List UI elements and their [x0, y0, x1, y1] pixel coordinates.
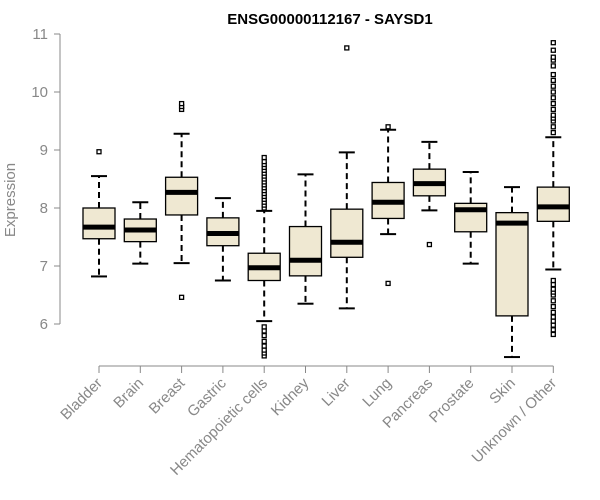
- outlier-point: [550, 322, 556, 328]
- x-tick-label: Prostate: [426, 375, 478, 427]
- outlier-point: [550, 281, 556, 288]
- box-breast: [164, 100, 199, 300]
- outlier-point: [550, 286, 556, 292]
- iqr-box: [495, 211, 529, 317]
- box-kidney: [288, 173, 323, 305]
- box-prostate: [454, 171, 488, 265]
- y-tick-label: 9: [40, 142, 48, 159]
- box-hematopoietic-cells: [247, 154, 281, 359]
- outlier-point: [550, 314, 556, 320]
- iqr-box: [164, 176, 199, 216]
- box-unknown-other: [536, 40, 570, 338]
- outlier-point: [550, 277, 556, 284]
- outlier-point: [261, 154, 267, 161]
- outlier-point: [426, 241, 433, 248]
- outlier-point: [550, 318, 556, 324]
- outlier-point: [550, 63, 556, 69]
- outlier-point: [178, 294, 185, 300]
- iqr-box: [536, 186, 570, 222]
- outlier-point: [261, 347, 267, 353]
- box-skin: [495, 186, 529, 359]
- y-tick-label: 8: [40, 200, 48, 217]
- y-tick-label: 10: [31, 84, 48, 101]
- outlier-point: [550, 129, 556, 136]
- y-tick-label: 7: [40, 258, 48, 275]
- outlier-point: [344, 45, 350, 51]
- x-tick-label: Brain: [110, 375, 147, 412]
- box-liver: [330, 45, 364, 310]
- x-tick-label: Skin: [486, 375, 519, 408]
- outlier-point: [178, 100, 185, 107]
- outlier-point: [261, 328, 267, 334]
- outlier-point: [550, 124, 556, 130]
- y-axis: 6 7 8 9 10 11: [31, 26, 61, 333]
- outlier-point: [550, 106, 556, 113]
- outlier-point: [550, 327, 556, 333]
- outlier-point: [550, 71, 556, 78]
- x-tick-label: Liver: [319, 375, 354, 410]
- outlier-point: [550, 95, 556, 101]
- outlier-point: [550, 331, 556, 338]
- iqr-box: [288, 225, 323, 277]
- box-bladder: [82, 149, 116, 278]
- plot-area: [82, 40, 570, 359]
- outlier-point: [550, 40, 556, 46]
- box-gastric: [206, 197, 240, 282]
- x-tick-label: Lung: [359, 375, 395, 411]
- y-tick-label: 11: [32, 26, 48, 43]
- x-tick-label: Breast: [146, 374, 189, 417]
- y-tick-label: 6: [40, 316, 48, 333]
- outlier-point: [550, 112, 556, 118]
- box-pancreas: [412, 140, 447, 248]
- iqr-box: [330, 208, 364, 258]
- iqr-box: [82, 207, 116, 240]
- outlier-point: [550, 100, 556, 107]
- outlier-point: [550, 303, 556, 310]
- outlier-point: [385, 280, 391, 287]
- outlier-point: [550, 77, 556, 84]
- outlier-point: [261, 343, 267, 349]
- outlier-point: [261, 324, 267, 330]
- x-tick-label: Bladder: [57, 375, 106, 424]
- outlier-point: [550, 298, 556, 304]
- outlier-point: [550, 47, 556, 53]
- outlier-point: [550, 54, 556, 60]
- y-axis-label: Expression: [2, 163, 19, 237]
- outlier-point: [385, 124, 391, 130]
- outlier-point: [550, 83, 556, 89]
- outlier-point: [96, 149, 102, 155]
- outlier-point: [261, 158, 267, 165]
- chart-title: ENSG00000112167 - SAYSD1: [227, 11, 432, 28]
- outlier-point: [550, 89, 556, 95]
- outlier-point: [550, 309, 556, 316]
- box-lung: [371, 124, 405, 287]
- x-tick-label: Kidney: [268, 374, 313, 419]
- outlier-point: [261, 332, 267, 339]
- outlier-point: [261, 338, 267, 345]
- box-brain: [123, 201, 157, 265]
